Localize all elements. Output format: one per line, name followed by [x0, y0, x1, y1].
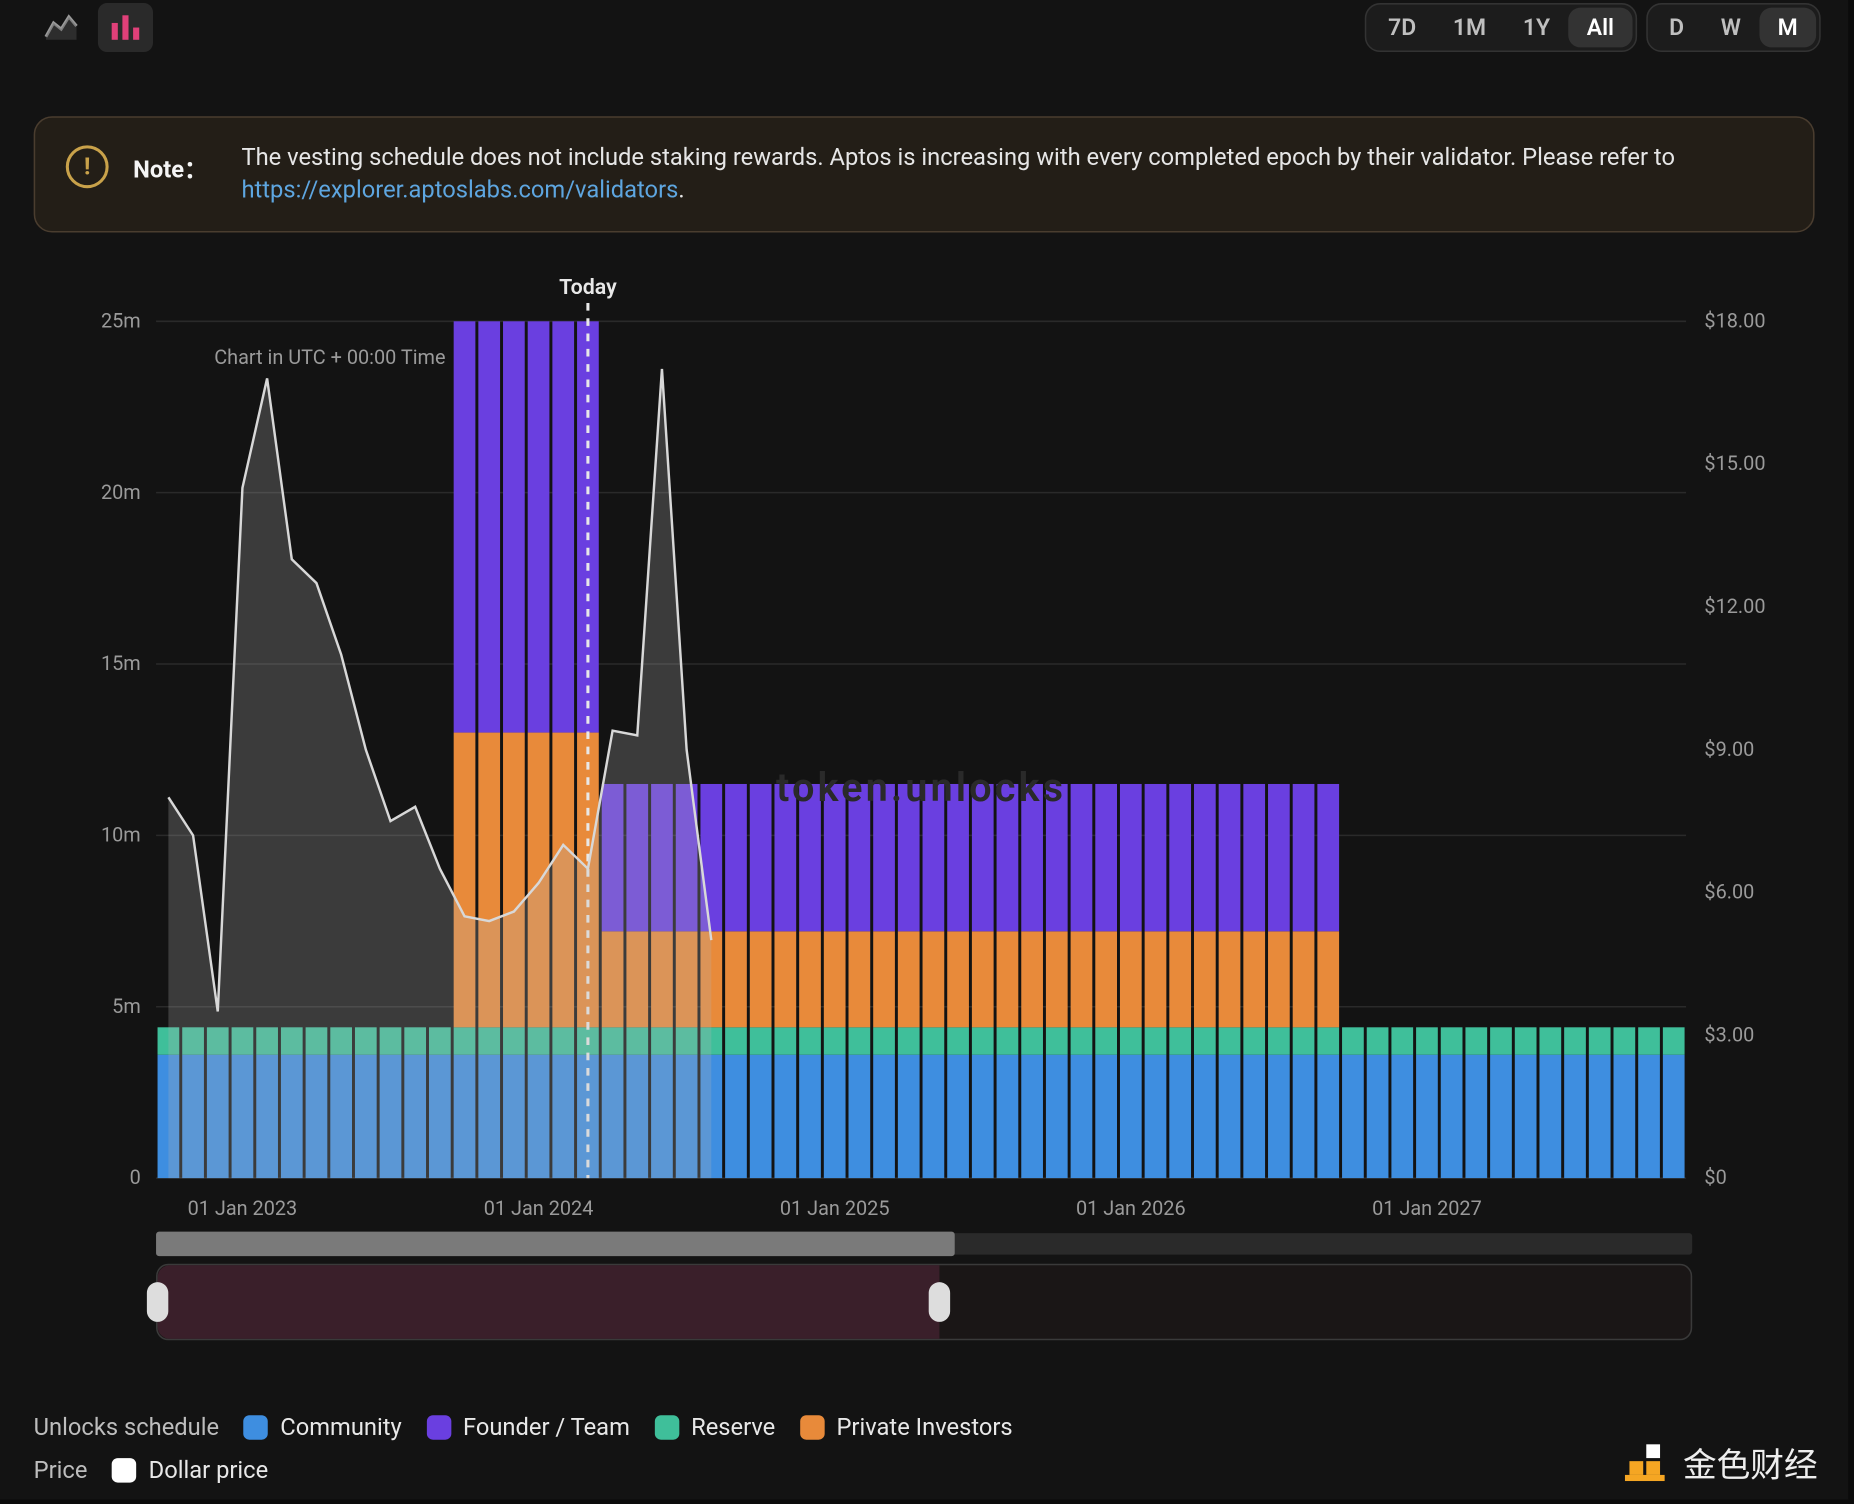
tab-d[interactable]: D	[1651, 8, 1703, 48]
area-chart-icon[interactable]	[34, 3, 89, 52]
tab-7d[interactable]: 7D	[1370, 8, 1435, 48]
note-text-suffix: .	[678, 176, 684, 204]
svg-text:0: 0	[130, 1166, 141, 1189]
resolution-tabs: DWM	[1646, 3, 1821, 52]
tab-m[interactable]: M	[1759, 8, 1816, 48]
tab-w[interactable]: W	[1702, 8, 1759, 48]
svg-text:$6.00: $6.00	[1704, 880, 1754, 903]
bar-chart-icon[interactable]	[98, 3, 153, 52]
watermark: 金色财经	[1625, 1438, 1818, 1487]
toolbar: 7D1M1YAll DWM	[0, 0, 1848, 55]
svg-text:$9.00: $9.00	[1704, 738, 1754, 761]
note-text: The vesting schedule does not include st…	[241, 142, 1782, 206]
note-label: Note：	[133, 142, 208, 186]
range-slider[interactable]	[156, 1264, 1692, 1341]
legend-swatch	[654, 1415, 678, 1439]
legend-item-community[interactable]: Community	[244, 1414, 402, 1442]
legend-item-reserve[interactable]: Reserve	[654, 1414, 775, 1442]
legend-price-label: Price	[34, 1457, 88, 1485]
tab-row: 7D1M1YAll DWM	[1365, 3, 1821, 52]
svg-text:$18.00: $18.00	[1704, 309, 1765, 332]
legend-dollar-price[interactable]: Dollar price	[112, 1457, 268, 1485]
tab-1y[interactable]: 1Y	[1504, 8, 1568, 48]
svg-text:Chart in UTC + 00:00 Time: Chart in UTC + 00:00 Time	[214, 346, 445, 369]
tab-1m[interactable]: 1M	[1435, 8, 1505, 48]
svg-text:Today: Today	[559, 275, 617, 299]
svg-text:$12.00: $12.00	[1704, 595, 1765, 618]
svg-text:10m: 10m	[101, 823, 141, 846]
range-slider-grip-right[interactable]	[929, 1282, 950, 1322]
svg-text:5m: 5m	[112, 995, 141, 1018]
legend-row-series: Unlocks schedule Community Founder / Team…	[34, 1414, 1815, 1442]
svg-text:$3.00: $3.00	[1704, 1023, 1754, 1046]
legend-swatch	[244, 1415, 268, 1439]
svg-text:01 Jan 2026: 01 Jan 2026	[1076, 1197, 1186, 1220]
chart-svg: 0 5m 10m 15m 20m 25m $0 $3.00 $6.00 $9.00 $12.00 $1…	[34, 275, 1815, 1224]
period-tabs: 7D1M1YAll	[1365, 3, 1637, 52]
legend-label: Community	[280, 1414, 401, 1442]
svg-text:20m: 20m	[101, 481, 141, 504]
legend-label: Reserve	[691, 1414, 775, 1442]
legend-row-price: Price Dollar price	[34, 1457, 1815, 1485]
note-link[interactable]: https://explorer.aptoslabs.com/validator…	[241, 176, 678, 204]
svg-text:$0: $0	[1704, 1166, 1726, 1189]
note-banner: ! Note： The vesting schedule does not in…	[34, 116, 1815, 232]
svg-text:01 Jan 2024: 01 Jan 2024	[484, 1197, 594, 1220]
range-scrollbar[interactable]	[156, 1233, 1692, 1254]
legend-label: Founder / Team	[463, 1414, 630, 1442]
svg-text:01 Jan 2023: 01 Jan 2023	[188, 1197, 298, 1220]
range-scrollbar-handle[interactable]	[156, 1231, 955, 1255]
svg-text:01 Jan 2027: 01 Jan 2027	[1372, 1197, 1482, 1220]
warning-icon: !	[66, 145, 109, 188]
svg-text:15m: 15m	[101, 652, 141, 675]
svg-text:01 Jan 2025: 01 Jan 2025	[780, 1197, 890, 1220]
legend-dollar-price-label: Dollar price	[149, 1457, 269, 1485]
legend-swatch	[800, 1415, 824, 1439]
note-text-prefix: The vesting schedule does not include st…	[241, 144, 1675, 172]
svg-text:$15.00: $15.00	[1704, 452, 1765, 475]
watermark-logo-icon	[1625, 1440, 1671, 1486]
watermark-text: 金色财经	[1683, 1438, 1818, 1487]
legend-swatch-dollar	[112, 1458, 136, 1482]
legend-title: Unlocks schedule	[34, 1414, 219, 1442]
tab-all[interactable]: All	[1568, 8, 1632, 48]
legend-item-private-investors[interactable]: Private Investors	[800, 1414, 1013, 1442]
range-slider-grip-left[interactable]	[147, 1282, 168, 1322]
svg-text:token.unlocks: token.unlocks	[776, 764, 1066, 811]
svg-text:25m: 25m	[101, 309, 141, 332]
legend-swatch	[426, 1415, 450, 1439]
chart-type-switch	[34, 3, 153, 52]
legend-label: Private Investors	[836, 1414, 1012, 1442]
range-slider-selection	[158, 1265, 940, 1338]
legend-item-founder-team[interactable]: Founder / Team	[426, 1414, 630, 1442]
legend: Unlocks schedule Community Founder / Team…	[34, 1398, 1815, 1484]
chart: 0 5m 10m 15m 20m 25m $0 $3.00 $6.00 $9.00 $12.00 $1…	[34, 275, 1815, 1270]
